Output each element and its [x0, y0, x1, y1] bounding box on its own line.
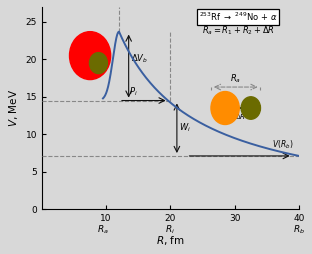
Text: $R_1$: $R_1$	[224, 95, 233, 105]
Text: $\Delta V_b$: $\Delta V_b$	[131, 52, 148, 65]
Text: $\Delta R$: $\Delta R$	[235, 112, 246, 121]
Text: $^{253}$Rf $\rightarrow$ $^{249}$No + $\alpha$: $^{253}$Rf $\rightarrow$ $^{249}$No + $\…	[199, 11, 277, 23]
Text: $W_i$: $W_i$	[179, 122, 191, 134]
Text: $R_a$: $R_a$	[230, 72, 241, 85]
X-axis label: $R$, fm: $R$, fm	[156, 234, 185, 247]
Text: $R_b$: $R_b$	[293, 223, 305, 236]
Text: $P_i$: $P_i$	[129, 85, 138, 98]
Text: $R_2$: $R_2$	[247, 96, 256, 106]
Circle shape	[211, 91, 239, 124]
Circle shape	[70, 32, 111, 80]
Y-axis label: $V$, MeV: $V$, MeV	[7, 89, 20, 127]
Circle shape	[90, 53, 107, 74]
Circle shape	[241, 97, 261, 119]
Text: $R_i$: $R_i$	[165, 223, 175, 236]
Text: $R_a$: $R_a$	[97, 223, 109, 236]
Text: $R_a = R_1 + R_2 + \Delta R$: $R_a = R_1 + R_2 + \Delta R$	[202, 25, 274, 37]
Text: $V(R_b)$: $V(R_b)$	[272, 138, 294, 151]
